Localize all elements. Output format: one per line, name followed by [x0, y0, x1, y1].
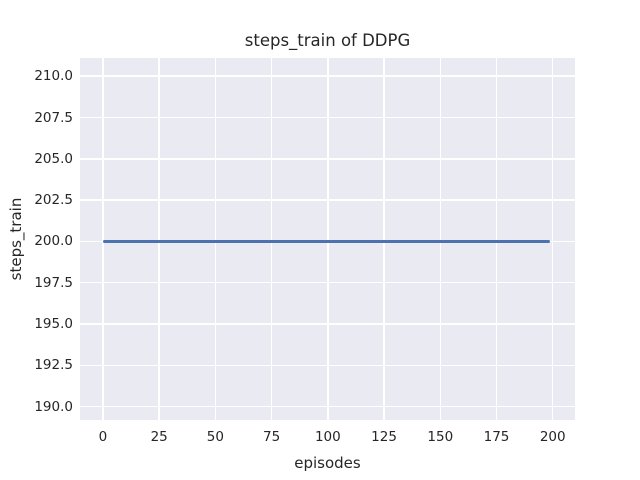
vertical-gridline — [214, 58, 217, 420]
horizontal-gridline — [80, 282, 575, 284]
vertical-gridline — [383, 58, 385, 420]
x-tick-label: 50 — [206, 429, 224, 445]
x-tick-label: 175 — [483, 429, 510, 445]
vertical-gridline — [102, 58, 104, 420]
x-tick-label: 0 — [98, 429, 108, 445]
chart-title: steps_train of DDPG — [244, 31, 411, 50]
vertical-gridline — [327, 58, 329, 420]
y-tick-label: 195.0 — [34, 316, 73, 333]
vertical-gridline — [270, 58, 273, 420]
x-tick-label: 200 — [539, 429, 566, 445]
y-tick-label: 197.5 — [34, 274, 73, 291]
y-tick-label: 207.5 — [34, 109, 73, 126]
y-tick-label: 190.0 — [34, 398, 73, 415]
y-tick-label: 205.0 — [34, 150, 73, 167]
y-tick-label: 192.5 — [34, 357, 73, 374]
horizontal-gridline — [80, 199, 575, 201]
y-tick-label: 202.5 — [34, 192, 73, 209]
x-tick-label: 125 — [371, 429, 397, 445]
vertical-gridline — [439, 58, 441, 420]
vertical-gridline — [158, 58, 160, 420]
vertical-gridline — [495, 58, 498, 420]
x-axis-label: episodes — [294, 454, 361, 472]
x-tick-label: 25 — [150, 429, 168, 445]
horizontal-gridline — [80, 116, 575, 119]
x-tick-label: 75 — [263, 429, 281, 445]
y-tick-label: 200.0 — [34, 233, 73, 250]
vertical-gridline — [552, 58, 554, 420]
horizontal-gridline — [80, 323, 575, 325]
data-line-steps_train — [102, 239, 551, 243]
horizontal-gridline — [80, 364, 575, 367]
y-axis-label: steps_train — [7, 197, 25, 281]
x-tick-label: 100 — [314, 429, 341, 445]
horizontal-gridline — [80, 406, 575, 408]
x-tick-label: 150 — [427, 429, 454, 445]
plot-area — [80, 58, 575, 420]
horizontal-gridline — [80, 158, 575, 160]
horizontal-gridline — [80, 75, 575, 77]
y-tick-label: 210.0 — [34, 68, 73, 85]
